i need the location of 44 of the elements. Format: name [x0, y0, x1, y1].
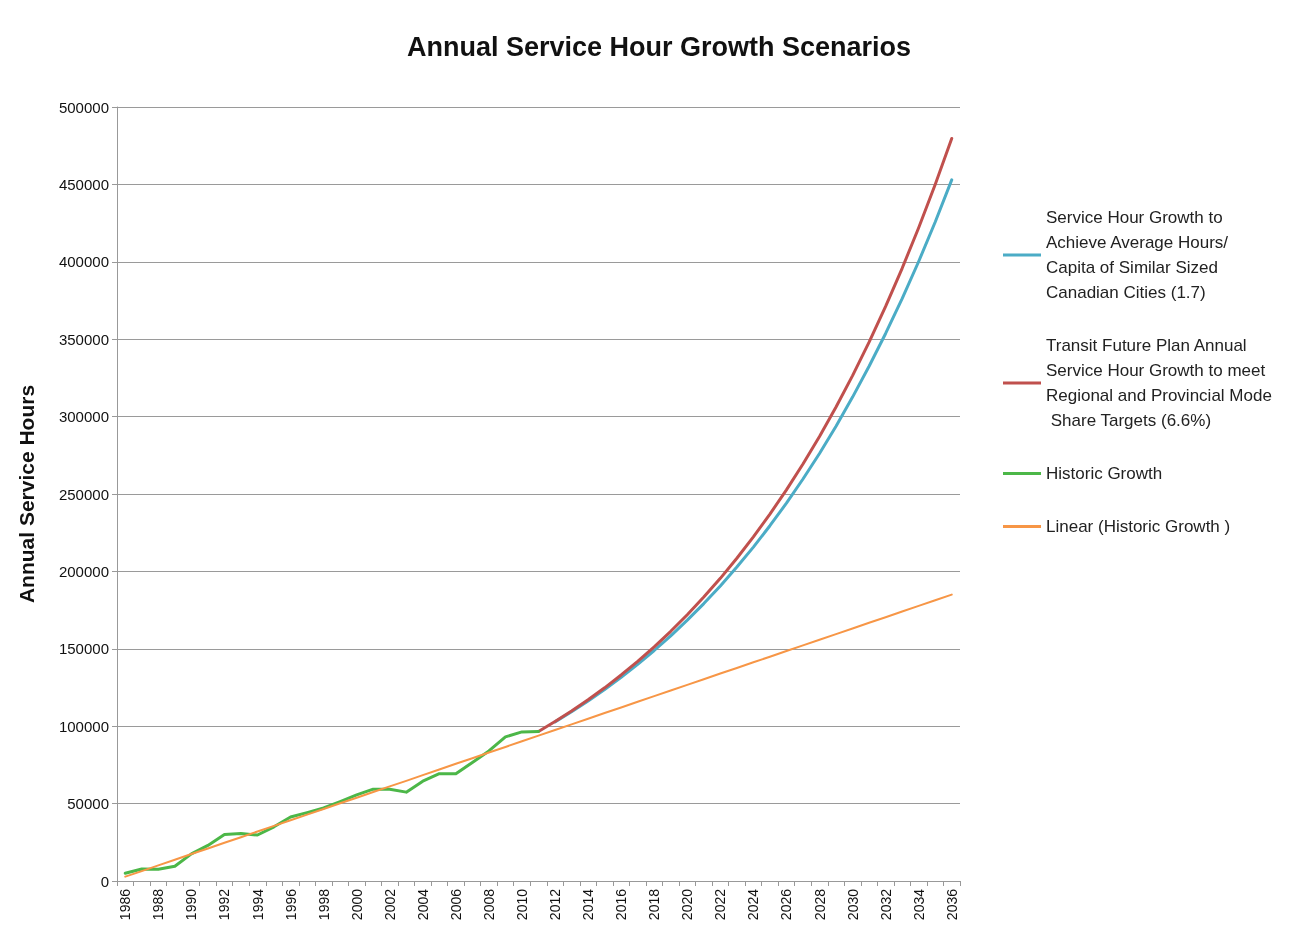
x-tick-label: 2018 [646, 888, 663, 921]
y-axis-title: Annual Service Hours [15, 384, 38, 604]
x-tick-label: 2030 [844, 888, 861, 921]
x-tick-label: 2014 [580, 888, 597, 921]
x-tick-label: 2006 [447, 888, 464, 921]
y-tick-label: 450000 [58, 175, 109, 193]
x-tick-label: 1994 [249, 888, 266, 921]
x-tick-label: 2032 [877, 888, 894, 921]
x-tick-label: 2022 [712, 888, 729, 921]
x-tick-label: 2020 [679, 888, 696, 921]
x-tick-label: 2012 [547, 888, 564, 921]
y-tick-label: 150000 [58, 640, 109, 658]
y-tick-label: 350000 [58, 330, 109, 348]
x-tick-label: 2034 [910, 888, 927, 921]
x-tick-label: 2016 [613, 888, 630, 921]
x-tick-label: 2004 [414, 888, 431, 921]
x-tick-label: 1996 [282, 888, 299, 921]
x-tick-label: 2026 [778, 888, 795, 921]
legend-label: Transit Future Plan Annual Service Hour Growth to meet Regional and Provincial Mode Share Targets (6.6%) [1046, 336, 1272, 430]
y-tick-label: 500000 [58, 98, 109, 116]
y-tick-label: 200000 [58, 562, 109, 580]
y-tick-label: 250000 [58, 485, 109, 503]
x-tick-label: 2024 [745, 888, 762, 921]
legend-label: Service Hour Growth to Achieve Average Hours/Capita of Similar Sized Canadian Cities (1.7) [1046, 208, 1229, 302]
y-tick-label: 100000 [58, 717, 109, 735]
line-series [124, 593, 953, 878]
x-tick-label: 2028 [811, 888, 828, 921]
x-tick-label: 1990 [183, 888, 200, 921]
x-tick-label: 2008 [480, 888, 497, 921]
x-tick-label: 1988 [150, 888, 167, 921]
y-tick-label: 50000 [67, 795, 109, 813]
x-tick-label: 2010 [513, 888, 530, 921]
x-tick-label: 2000 [348, 888, 365, 921]
legend-label: Linear (Historic Growth ) [1046, 517, 1231, 536]
x-tick-label: 1992 [216, 888, 233, 921]
x-tick-label: 2036 [943, 888, 960, 921]
legend-label: Historic Growth [1046, 464, 1163, 483]
y-tick-label: 300000 [58, 408, 109, 426]
chart-title: Annual Service Hour Growth Scenarios [406, 31, 912, 62]
y-tick-label: 400000 [58, 253, 109, 271]
x-tick-label: 2002 [381, 888, 398, 921]
x-tick-label: 1998 [315, 888, 332, 921]
y-tick-label: 0 [100, 872, 109, 890]
x-tick-label: 1986 [117, 888, 134, 921]
